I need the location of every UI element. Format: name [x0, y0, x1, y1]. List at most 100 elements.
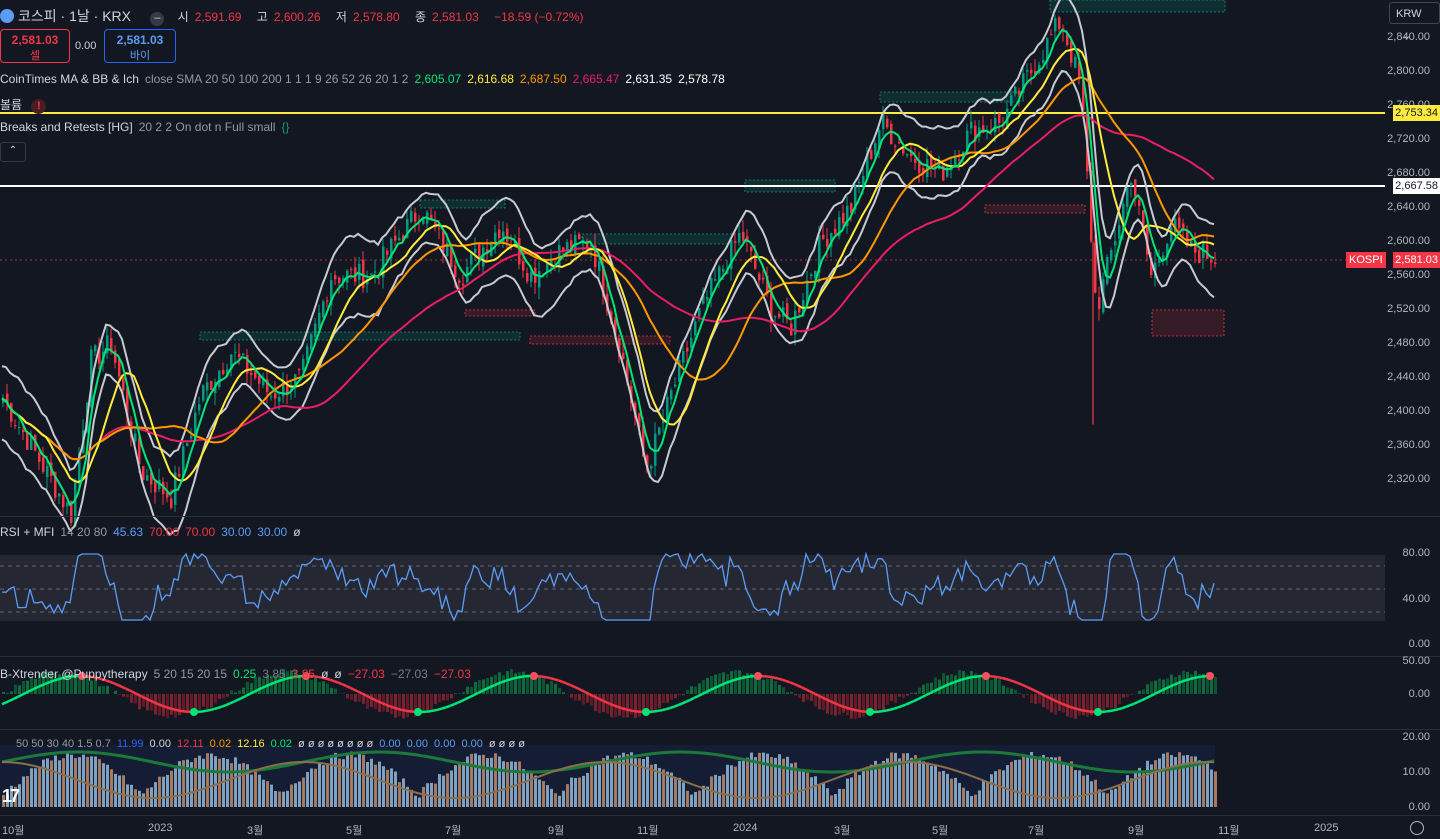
- candle-body: [662, 419, 665, 424]
- volume-bar: [254, 770, 257, 807]
- candle-body: [2, 398, 5, 404]
- xtrender-line-segment: [213, 706, 219, 711]
- xtrender-line-segment: [1153, 691, 1159, 696]
- candle-body: [386, 250, 389, 255]
- xtrender-line-segment: [785, 679, 791, 684]
- xtrender-bar: [462, 692, 465, 694]
- buy-button[interactable]: 2,581.03 바이: [104, 29, 176, 63]
- xtrender-line-segment: [897, 704, 903, 709]
- volume-bar: [878, 763, 881, 807]
- xtrender-bar: [142, 694, 145, 707]
- bottom-legend[interactable]: 50 50 30 40 1.5 0.7 11.99 0.00 12.11 0.02 12.…: [0, 738, 537, 750]
- xtrender-legend[interactable]: B-Xtrender @Puppytherapy 5 20 15 20 15 0.2…: [0, 667, 483, 681]
- volume-bar: [1054, 757, 1057, 807]
- xtrender-bar: [278, 673, 281, 694]
- xtrender-bar: [526, 674, 529, 694]
- volume-bar: [774, 757, 777, 807]
- volume-bar: [378, 761, 381, 807]
- xtrender-bar: [874, 694, 877, 714]
- candle-body: [598, 261, 601, 271]
- xtrender-bar: [742, 675, 745, 694]
- volume-bar: [294, 783, 297, 807]
- candle-body: [298, 369, 301, 371]
- pane-separator[interactable]: [0, 656, 1440, 657]
- candle-body: [258, 376, 261, 384]
- yellow-line-price-tag: 2,753.34: [1393, 105, 1440, 121]
- legend-value: 2,605.07: [414, 72, 462, 86]
- symbol-title[interactable]: 코스피 · 1날 · KRX: [18, 8, 131, 24]
- xtrender-bar: [910, 692, 913, 694]
- xtrender-bar: [478, 679, 481, 694]
- volume-legend[interactable]: 볼륨 !: [0, 96, 52, 114]
- candle-body: [454, 265, 457, 278]
- candle-body: [198, 404, 201, 411]
- xtrender-bar: [290, 670, 293, 694]
- xtrender-bar: [706, 677, 709, 694]
- xtrender-line-segment: [1029, 687, 1035, 692]
- volume-bar: [190, 762, 193, 807]
- xtrender-line-segment: [1049, 697, 1055, 702]
- pane-separator[interactable]: [0, 729, 1440, 730]
- candle-body: [998, 113, 1001, 123]
- volume-bar: [1130, 778, 1133, 807]
- candle-body: [530, 272, 533, 282]
- candle-body: [390, 238, 393, 259]
- collapse-indicators-button[interactable]: ⌃: [0, 142, 26, 162]
- xtrender-bar: [686, 690, 689, 694]
- volume-bar: [790, 763, 793, 807]
- candle-body: [170, 498, 173, 508]
- xtrender-bar: [1186, 671, 1189, 694]
- volume-bar: [58, 760, 61, 807]
- candle-body: [306, 346, 309, 361]
- xtrender-bar: [746, 673, 749, 694]
- xtrender-line-segment: [489, 684, 495, 689]
- xtrender-bar: [1122, 694, 1125, 698]
- volume-bar: [1182, 755, 1185, 807]
- volume-bar: [298, 781, 301, 807]
- code-icon[interactable]: {}: [281, 120, 290, 134]
- volume-bar: [578, 777, 581, 807]
- candle-body: [222, 369, 225, 375]
- rsi-legend[interactable]: RSI + MFI 14 20 80 45.63 70.00 70.00 30.00 30.…: [0, 525, 313, 539]
- volume-bar: [70, 754, 73, 807]
- time-tick-label: 11월: [1218, 825, 1240, 837]
- candle-body: [730, 240, 733, 269]
- xtrender-bar: [794, 694, 797, 696]
- ma-legend[interactable]: CoinTimes MA & BB & Ich close SMA 20 50 1…: [0, 72, 737, 86]
- xtrender-bar: [310, 679, 313, 694]
- volume-bar: [1214, 771, 1217, 807]
- xtrender-line-segment: [169, 707, 175, 711]
- volume-bar: [898, 758, 901, 807]
- volume-bar: [214, 756, 217, 807]
- xtrender-bar: [214, 694, 217, 704]
- candle-body: [190, 435, 193, 439]
- volume-bar: [650, 764, 653, 807]
- breaks-legend[interactable]: Breaks and Retests [HG] 20 2 2 On dot n F…: [0, 120, 295, 134]
- tradingview-logo-icon[interactable]: 17: [2, 786, 20, 806]
- volume-bar: [434, 783, 437, 807]
- currency-select[interactable]: KRW ⌄: [1389, 2, 1440, 42]
- xtrender-line-segment: [673, 704, 679, 708]
- candle-body: [786, 303, 789, 320]
- legend-value: 2,687.50: [519, 72, 567, 86]
- sma50-line: [1, 47, 1215, 484]
- xtrender-bar: [1142, 689, 1145, 694]
- xtrender-line-segment: [449, 703, 455, 708]
- warning-icon[interactable]: !: [31, 99, 47, 114]
- xtrender-bar: [826, 694, 829, 714]
- volume-bar: [1102, 792, 1105, 807]
- xtrender-line-segment: [457, 699, 463, 704]
- xtrender-turn-dot: [982, 672, 990, 681]
- currency-value: KRW: [1396, 8, 1422, 20]
- volume-bar: [610, 759, 613, 807]
- symbol-logo-icon[interactable]: [0, 9, 14, 23]
- collapse-legend-icon[interactable]: –: [150, 12, 165, 26]
- pane-separator[interactable]: [0, 516, 1440, 517]
- gear-icon[interactable]: [1410, 821, 1424, 835]
- volume-bar: [182, 760, 185, 807]
- axis-tick-label: 2,600.00: [1387, 235, 1430, 247]
- sell-button[interactable]: 2,581.03 셀: [0, 29, 70, 63]
- xtrender-bar: [78, 677, 81, 694]
- xtrender-line-segment: [945, 682, 951, 687]
